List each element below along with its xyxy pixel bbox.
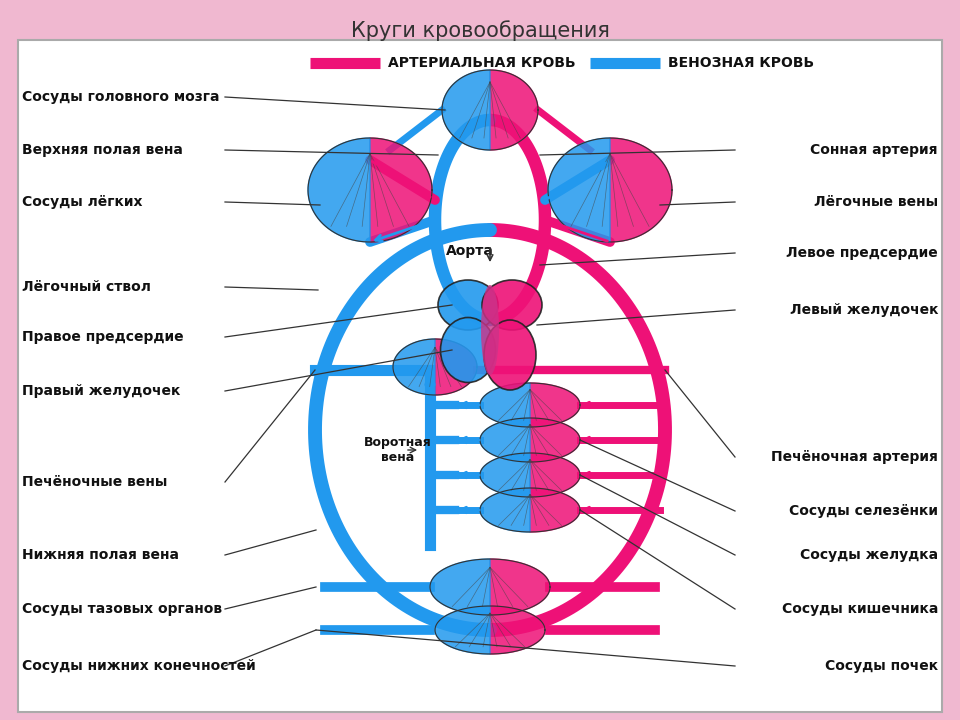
Ellipse shape	[482, 280, 542, 330]
Ellipse shape	[438, 280, 498, 330]
Text: Сосуды селезёнки: Сосуды селезёнки	[789, 504, 938, 518]
Text: Нижняя полая вена: Нижняя полая вена	[22, 548, 179, 562]
Ellipse shape	[484, 320, 536, 390]
Ellipse shape	[481, 285, 499, 375]
Text: Сосуды нижних конечностей: Сосуды нижних конечностей	[22, 659, 255, 673]
Text: Сосуды кишечника: Сосуды кишечника	[781, 602, 938, 616]
FancyBboxPatch shape	[18, 40, 942, 712]
Polygon shape	[480, 418, 530, 462]
Polygon shape	[308, 138, 370, 242]
Polygon shape	[548, 138, 610, 242]
Text: Печёночная артерия: Печёночная артерия	[771, 450, 938, 464]
Text: Лёгочные вены: Лёгочные вены	[814, 195, 938, 209]
Text: Левый желудочек: Левый желудочек	[789, 303, 938, 317]
Polygon shape	[530, 453, 580, 497]
Polygon shape	[530, 488, 580, 532]
Polygon shape	[370, 138, 432, 242]
Text: Правое предсердие: Правое предсердие	[22, 330, 183, 344]
Polygon shape	[490, 70, 538, 150]
Text: Сосуды почек: Сосуды почек	[825, 659, 938, 673]
Polygon shape	[480, 488, 530, 532]
Polygon shape	[530, 418, 580, 462]
Text: Сосуды тазовых органов: Сосуды тазовых органов	[22, 602, 222, 616]
Polygon shape	[430, 559, 490, 615]
Text: Сосуды головного мозга: Сосуды головного мозга	[22, 90, 220, 104]
Text: Сосуды желудка: Сосуды желудка	[800, 548, 938, 562]
Text: Левое предсердие: Левое предсердие	[786, 246, 938, 260]
Text: Круги кровообращения: Круги кровообращения	[350, 20, 610, 41]
Polygon shape	[490, 606, 545, 654]
Text: Сосуды лёгких: Сосуды лёгких	[22, 195, 142, 209]
Text: Печёночные вены: Печёночные вены	[22, 475, 167, 489]
Polygon shape	[442, 70, 490, 150]
Polygon shape	[490, 559, 550, 615]
Polygon shape	[480, 383, 530, 427]
Polygon shape	[435, 606, 490, 654]
Text: ВЕНОЗНАЯ КРОВЬ: ВЕНОЗНАЯ КРОВЬ	[668, 56, 814, 70]
Polygon shape	[530, 383, 580, 427]
Text: Сонная артерия: Сонная артерия	[810, 143, 938, 157]
Text: Аорта: Аорта	[446, 244, 494, 258]
Polygon shape	[610, 138, 672, 242]
Polygon shape	[480, 453, 530, 497]
Polygon shape	[435, 339, 477, 395]
Polygon shape	[393, 339, 435, 395]
Text: АРТЕРИАЛЬНАЯ КРОВЬ: АРТЕРИАЛЬНАЯ КРОВЬ	[388, 56, 576, 70]
Text: Воротная
вена: Воротная вена	[364, 436, 432, 464]
Text: Лёгочный ствол: Лёгочный ствол	[22, 280, 151, 294]
Text: Верхняя полая вена: Верхняя полая вена	[22, 143, 182, 157]
Text: Правый желудочек: Правый желудочек	[22, 384, 180, 398]
Ellipse shape	[441, 318, 495, 382]
